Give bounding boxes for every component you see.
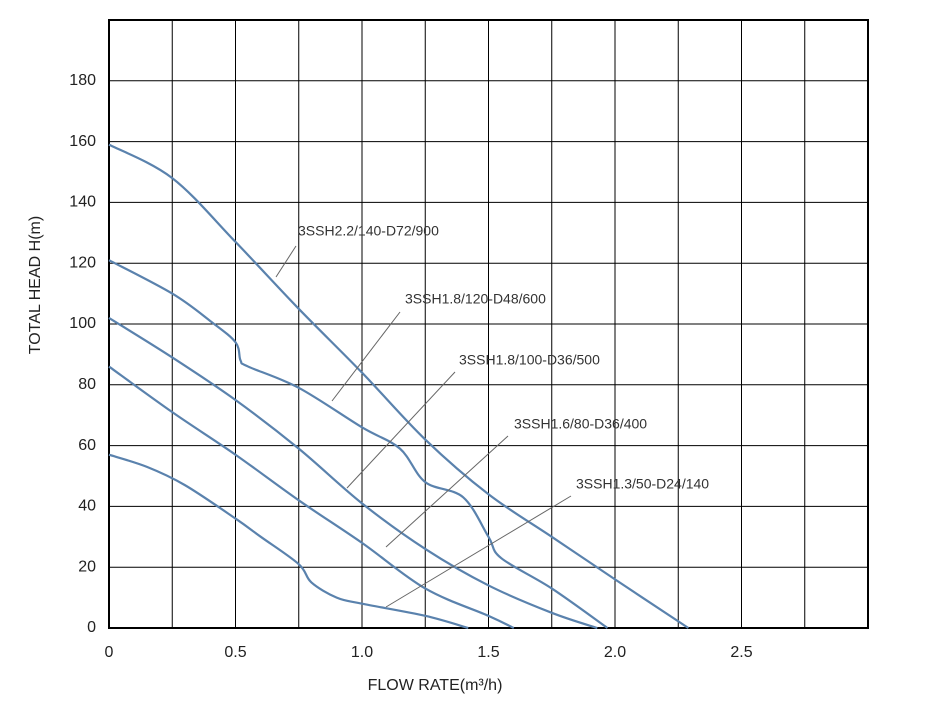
leader-line — [275, 245, 297, 278]
y-tick-label: 40 — [78, 498, 96, 515]
x-axis-title: FLOW RATE(m³/h) — [368, 677, 503, 694]
leader-line — [385, 495, 572, 608]
y-tick-label: 0 — [87, 619, 96, 636]
curve — [108, 453, 469, 630]
curve — [108, 143, 689, 629]
y-tick-label: 180 — [69, 72, 96, 89]
curve — [108, 365, 515, 629]
y-tick-label: 100 — [69, 315, 96, 332]
plot-frame — [108, 19, 869, 629]
leader-line — [331, 311, 401, 402]
leader-line — [385, 435, 509, 548]
y-tick-label: 120 — [69, 254, 96, 271]
x-tick-label: 1.5 — [477, 644, 499, 661]
y-tick-label: 160 — [69, 133, 96, 150]
y-axis-title: TOTAL HEAD H(m) — [27, 216, 44, 354]
series-label: 3SSH1.8/100-D36/500 — [459, 352, 600, 368]
x-tick-label: 2.5 — [730, 644, 752, 661]
series-label: 3SSH1.8/120-D48/600 — [405, 291, 546, 307]
curve — [108, 316, 598, 630]
curve — [108, 259, 609, 629]
x-tick-label: 0.5 — [224, 644, 246, 661]
y-tick-label: 60 — [78, 437, 96, 454]
y-tick-label: 20 — [78, 558, 96, 575]
series-label: 3SSH1.6/80-D36/400 — [514, 416, 647, 432]
y-tick-label: 80 — [78, 376, 96, 393]
series-label: 3SSH1.3/50-D24/140 — [576, 476, 709, 492]
y-tick-label: 140 — [69, 194, 96, 211]
x-tick-label: 1.0 — [351, 644, 373, 661]
x-tick-label: 0 — [105, 644, 114, 661]
leader-line — [346, 371, 456, 489]
x-tick-label: 2.0 — [604, 644, 626, 661]
series-label: 3SSH2.2/140-D72/900 — [298, 223, 439, 239]
